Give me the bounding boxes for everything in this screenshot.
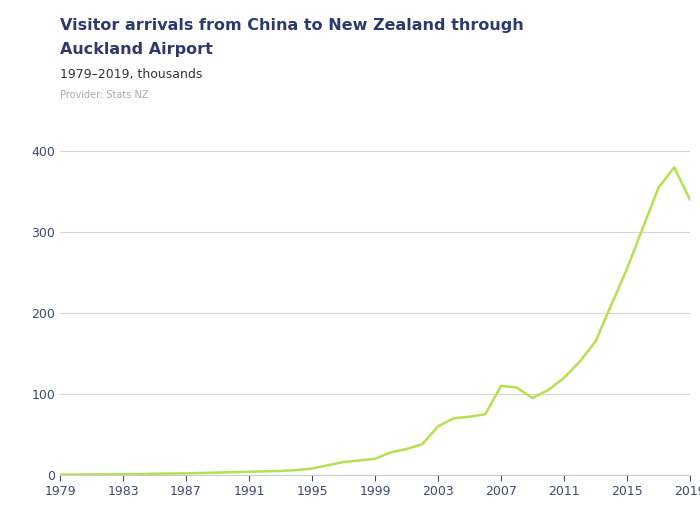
Text: Provider: Stats NZ: Provider: Stats NZ xyxy=(60,90,148,100)
Text: Visitor arrivals from China to New Zealand through: Visitor arrivals from China to New Zeala… xyxy=(60,18,524,33)
Text: figure.nz: figure.nz xyxy=(583,16,657,30)
Text: 1979–2019, thousands: 1979–2019, thousands xyxy=(60,68,202,81)
Text: Auckland Airport: Auckland Airport xyxy=(60,42,213,57)
